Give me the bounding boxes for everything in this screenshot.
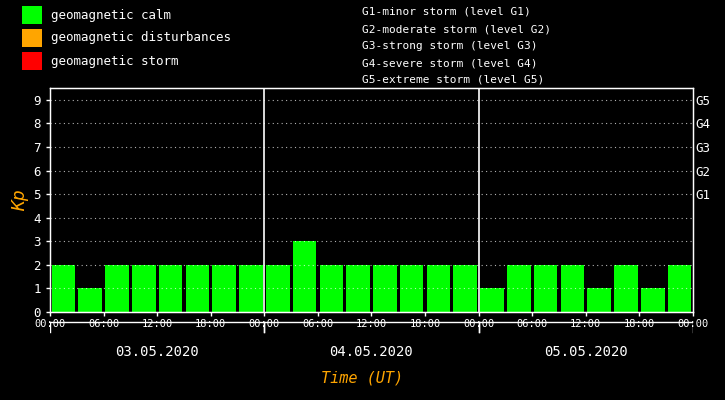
Bar bbox=[560, 265, 584, 312]
Text: Time (UT): Time (UT) bbox=[321, 370, 404, 386]
Bar bbox=[427, 265, 450, 312]
Bar bbox=[159, 265, 183, 312]
Bar bbox=[373, 265, 397, 312]
Bar bbox=[480, 288, 504, 312]
Bar bbox=[239, 265, 262, 312]
Bar bbox=[453, 265, 477, 312]
Text: 03.05.2020: 03.05.2020 bbox=[115, 345, 199, 359]
Bar bbox=[105, 265, 129, 312]
Bar bbox=[266, 265, 289, 312]
Bar bbox=[668, 265, 692, 312]
Bar bbox=[641, 288, 665, 312]
Bar bbox=[534, 265, 558, 312]
Text: G5-extreme storm (level G5): G5-extreme storm (level G5) bbox=[362, 75, 544, 85]
Bar bbox=[587, 288, 611, 312]
Bar bbox=[22, 29, 42, 47]
Bar bbox=[614, 265, 638, 312]
Bar bbox=[22, 6, 42, 24]
Bar bbox=[51, 265, 75, 312]
Text: geomagnetic storm: geomagnetic storm bbox=[51, 54, 178, 68]
Bar bbox=[507, 265, 531, 312]
Bar bbox=[293, 241, 316, 312]
Bar bbox=[320, 265, 343, 312]
Text: G3-strong storm (level G3): G3-strong storm (level G3) bbox=[362, 41, 538, 51]
Text: G2-moderate storm (level G2): G2-moderate storm (level G2) bbox=[362, 24, 552, 34]
Y-axis label: Kp: Kp bbox=[12, 189, 29, 211]
Text: geomagnetic disturbances: geomagnetic disturbances bbox=[51, 32, 231, 44]
Bar bbox=[186, 265, 209, 312]
Bar bbox=[78, 288, 102, 312]
Bar bbox=[212, 265, 236, 312]
Bar bbox=[22, 52, 42, 70]
Text: G4-severe storm (level G4): G4-severe storm (level G4) bbox=[362, 58, 538, 68]
Text: 05.05.2020: 05.05.2020 bbox=[544, 345, 628, 359]
Text: geomagnetic calm: geomagnetic calm bbox=[51, 8, 171, 22]
Bar bbox=[347, 265, 370, 312]
Text: 04.05.2020: 04.05.2020 bbox=[330, 345, 413, 359]
Bar bbox=[400, 265, 423, 312]
Bar bbox=[132, 265, 156, 312]
Text: G1-minor storm (level G1): G1-minor storm (level G1) bbox=[362, 7, 531, 17]
